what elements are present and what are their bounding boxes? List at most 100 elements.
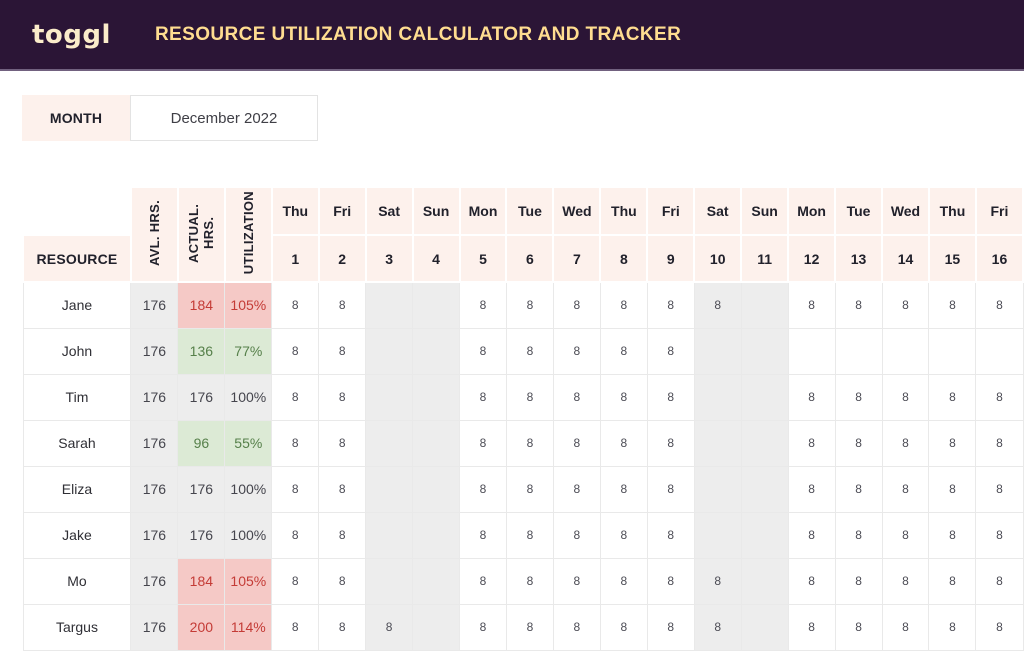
weekend-hours-cell[interactable]: 8 [365, 603, 414, 651]
weekend-hours-cell[interactable] [740, 557, 789, 605]
hours-cell[interactable]: 8 [599, 373, 648, 421]
hours-cell[interactable]: 8 [975, 373, 1024, 421]
hours-cell[interactable]: 8 [459, 327, 507, 375]
hours-cell[interactable]: 8 [552, 281, 601, 329]
hours-cell[interactable]: 8 [552, 557, 601, 605]
actual-hrs-cell[interactable]: 176 [177, 465, 226, 513]
hours-cell[interactable]: 8 [459, 511, 507, 559]
weekend-hours-cell[interactable] [365, 419, 414, 467]
month-value-field[interactable]: December 2022 [130, 95, 318, 141]
resource-name-cell[interactable]: John [22, 327, 132, 375]
hours-cell[interactable]: 8 [646, 327, 695, 375]
hours-cell[interactable]: 8 [646, 419, 695, 467]
hours-cell[interactable]: 8 [459, 419, 507, 467]
hours-cell[interactable]: 8 [271, 465, 320, 513]
hours-cell[interactable]: 8 [975, 511, 1024, 559]
hours-cell[interactable] [975, 327, 1024, 375]
hours-cell[interactable]: 8 [505, 373, 554, 421]
actual-hrs-cell[interactable]: 184 [177, 557, 226, 605]
resource-name-cell[interactable]: Mo [22, 557, 132, 605]
hours-cell[interactable]: 8 [318, 511, 367, 559]
hours-cell[interactable]: 8 [271, 419, 320, 467]
hours-cell[interactable] [928, 327, 977, 375]
weekend-hours-cell[interactable] [740, 603, 789, 651]
hours-cell[interactable]: 8 [928, 281, 977, 329]
resource-name-cell[interactable]: Jane [22, 281, 132, 329]
weekend-hours-cell[interactable] [365, 281, 414, 329]
hours-cell[interactable]: 8 [318, 603, 367, 651]
hours-cell[interactable]: 8 [459, 281, 507, 329]
hours-cell[interactable]: 8 [834, 557, 883, 605]
hours-cell[interactable]: 8 [881, 603, 930, 651]
hours-cell[interactable]: 8 [834, 603, 883, 651]
hours-cell[interactable]: 8 [646, 603, 695, 651]
hours-cell[interactable]: 8 [271, 327, 320, 375]
hours-cell[interactable]: 8 [599, 419, 648, 467]
hours-cell[interactable]: 8 [318, 327, 367, 375]
hours-cell[interactable]: 8 [834, 373, 883, 421]
resource-name-cell[interactable]: Tim [22, 373, 132, 421]
hours-cell[interactable]: 8 [787, 465, 836, 513]
weekend-hours-cell[interactable] [693, 327, 742, 375]
weekend-hours-cell[interactable] [693, 419, 742, 467]
hours-cell[interactable]: 8 [318, 281, 367, 329]
hours-cell[interactable]: 8 [552, 603, 601, 651]
hours-cell[interactable]: 8 [975, 419, 1024, 467]
hours-cell[interactable]: 8 [505, 419, 554, 467]
hours-cell[interactable]: 8 [459, 557, 507, 605]
hours-cell[interactable] [834, 327, 883, 375]
weekend-hours-cell[interactable] [740, 419, 789, 467]
actual-hrs-cell[interactable]: 200 [177, 603, 226, 651]
actual-hrs-cell[interactable]: 184 [177, 281, 226, 329]
hours-cell[interactable]: 8 [928, 465, 977, 513]
hours-cell[interactable]: 8 [975, 557, 1024, 605]
hours-cell[interactable]: 8 [928, 557, 977, 605]
hours-cell[interactable]: 8 [834, 419, 883, 467]
avl-hrs-cell[interactable]: 176 [130, 465, 179, 513]
weekend-hours-cell[interactable] [412, 327, 461, 375]
hours-cell[interactable]: 8 [505, 557, 554, 605]
hours-cell[interactable]: 8 [975, 465, 1024, 513]
utilization-cell[interactable]: 105% [224, 557, 273, 605]
hours-cell[interactable]: 8 [834, 465, 883, 513]
hours-cell[interactable]: 8 [318, 557, 367, 605]
weekend-hours-cell[interactable] [365, 557, 414, 605]
hours-cell[interactable]: 8 [505, 603, 554, 651]
weekend-hours-cell[interactable] [693, 373, 742, 421]
hours-cell[interactable]: 8 [505, 327, 554, 375]
utilization-cell[interactable]: 114% [224, 603, 273, 651]
weekend-hours-cell[interactable]: 8 [693, 557, 742, 605]
weekend-hours-cell[interactable]: 8 [693, 603, 742, 651]
hours-cell[interactable]: 8 [271, 281, 320, 329]
avl-hrs-cell[interactable]: 176 [130, 419, 179, 467]
hours-cell[interactable]: 8 [599, 465, 648, 513]
hours-cell[interactable]: 8 [928, 419, 977, 467]
utilization-cell[interactable]: 100% [224, 465, 273, 513]
hours-cell[interactable]: 8 [271, 373, 320, 421]
hours-cell[interactable]: 8 [787, 557, 836, 605]
hours-cell[interactable]: 8 [881, 511, 930, 559]
weekend-hours-cell[interactable] [740, 327, 789, 375]
weekend-hours-cell[interactable] [412, 281, 461, 329]
hours-cell[interactable]: 8 [552, 511, 601, 559]
resource-name-cell[interactable]: Eliza [22, 465, 132, 513]
hours-cell[interactable]: 8 [505, 511, 554, 559]
hours-cell[interactable]: 8 [599, 557, 648, 605]
hours-cell[interactable]: 8 [318, 465, 367, 513]
hours-cell[interactable]: 8 [271, 511, 320, 559]
utilization-cell[interactable]: 105% [224, 281, 273, 329]
utilization-cell[interactable]: 77% [224, 327, 273, 375]
avl-hrs-cell[interactable]: 176 [130, 281, 179, 329]
avl-hrs-cell[interactable]: 176 [130, 557, 179, 605]
hours-cell[interactable]: 8 [787, 603, 836, 651]
weekend-hours-cell[interactable] [693, 465, 742, 513]
hours-cell[interactable] [881, 327, 930, 375]
utilization-cell[interactable]: 55% [224, 419, 273, 467]
avl-hrs-cell[interactable]: 176 [130, 603, 179, 651]
hours-cell[interactable]: 8 [505, 465, 554, 513]
weekend-hours-cell[interactable] [740, 511, 789, 559]
hours-cell[interactable]: 8 [787, 419, 836, 467]
avl-hrs-cell[interactable]: 176 [130, 511, 179, 559]
hours-cell[interactable]: 8 [599, 511, 648, 559]
hours-cell[interactable]: 8 [975, 281, 1024, 329]
